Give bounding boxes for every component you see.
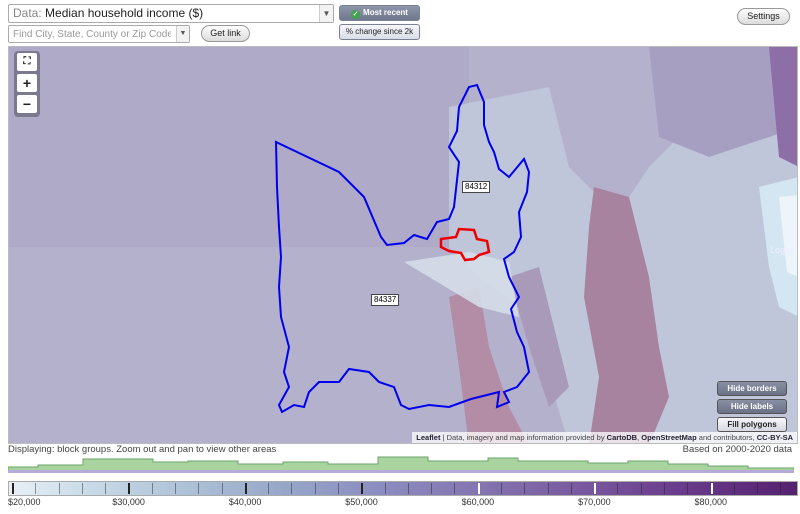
city-core-region	[779, 195, 797, 277]
legend-tick	[198, 483, 200, 494]
legend-label: $50,000	[345, 497, 378, 507]
legend-tick	[81, 483, 83, 494]
zip-84337-boundary[interactable]	[274, 83, 531, 414]
legend-tick	[710, 483, 713, 494]
legend-tick	[407, 483, 409, 494]
map-attribution: Leaflet | Data, imagery and map informat…	[412, 432, 797, 443]
legend-tick	[663, 483, 665, 494]
highlighted-area-boundary[interactable]	[439, 227, 491, 262]
color-legend: $20,000 $30,000 $40,000 $50,000 $60,000 $70,0…	[8, 475, 798, 511]
histogram-line	[8, 456, 794, 473]
legend-label: $30,000	[112, 497, 145, 507]
legend-tick	[780, 483, 782, 494]
zip-label-84312: 84312	[462, 181, 491, 193]
hide-labels-button[interactable]: Hide labels	[717, 399, 787, 414]
legend-tick	[244, 483, 247, 494]
north-region	[9, 47, 469, 247]
attribution-text-3: and contributors,	[696, 433, 757, 442]
legend-tick	[314, 483, 316, 494]
legend-label: $60,000	[461, 497, 495, 507]
most-recent-toggle[interactable]: ✓Most recent value	[339, 5, 420, 31]
legend-label: $80,000	[694, 497, 728, 507]
leaflet-link[interactable]: Leaflet	[416, 433, 441, 442]
legend-tick	[733, 483, 735, 494]
location-search-input[interactable]	[8, 25, 190, 43]
fill-polygons-button[interactable]: Fill polygons	[717, 417, 787, 432]
legend-tick	[500, 483, 502, 494]
license-link[interactable]: CC-BY-SA	[756, 433, 793, 442]
legend-tick	[221, 483, 223, 494]
high-income-strip-west	[449, 287, 528, 443]
legend-tick	[454, 483, 456, 494]
light-wedge-region	[404, 252, 519, 317]
income-histogram	[8, 456, 794, 473]
legend-label: $20,000	[8, 497, 41, 507]
high-income-strip-east	[584, 187, 669, 443]
map-canvas	[9, 47, 797, 443]
legend-tick	[361, 483, 364, 494]
cartodb-link[interactable]: CartoDB	[606, 433, 638, 442]
data-range-status: Based on 2000-2020 data	[682, 444, 792, 455]
fullscreen-icon[interactable]: ⛶	[17, 53, 37, 71]
map-view[interactable]: ⛶ + − 84312 84337 Logan Hide borders Hid…	[8, 46, 798, 444]
legend-tick	[174, 483, 176, 494]
legend-tick	[291, 483, 293, 494]
chevron-down-icon[interactable]: ▼	[176, 26, 189, 42]
legend-tick	[58, 483, 60, 494]
legend-tick	[337, 483, 339, 494]
ne-region	[649, 47, 797, 157]
legend-tick	[594, 483, 597, 494]
legend-tick	[687, 483, 689, 494]
legend-tick	[431, 483, 433, 494]
ne-purple-region	[769, 47, 797, 166]
legend-tick	[757, 483, 759, 494]
legend-tick	[268, 483, 270, 494]
legend-tick	[151, 483, 153, 494]
legend-tick	[35, 483, 37, 494]
legend-tick	[524, 483, 526, 494]
top-toolbar: Data: Median household income ($) ▼ ▼ Ge…	[0, 0, 800, 46]
data-select-value: Median household income ($)	[45, 6, 204, 20]
legend-tick	[477, 483, 480, 494]
zip-label-84337: 84337	[371, 294, 400, 306]
settings-button[interactable]: Settings	[737, 8, 790, 25]
legend-tick	[640, 483, 642, 494]
data-select-prefix: Data:	[13, 6, 42, 20]
checkmark-icon: ✓	[351, 10, 361, 19]
chevron-down-icon[interactable]: ▼	[319, 5, 333, 22]
zoom-out-button[interactable]: −	[17, 95, 37, 113]
attribution-text-1: | Data, imagery and map information prov…	[440, 433, 607, 442]
city-label: Logan	[769, 245, 795, 255]
legend-tick	[570, 483, 572, 494]
legend-tick	[128, 483, 131, 494]
pct-change-toggle[interactable]: % change since 2k	[339, 24, 420, 40]
hide-borders-button[interactable]: Hide borders	[717, 381, 787, 396]
zoom-controls: ⛶ + −	[14, 51, 40, 117]
legend-tick	[12, 483, 14, 494]
zoom-in-button[interactable]: +	[17, 74, 37, 92]
legend-tick	[617, 483, 619, 494]
legend-label: $70,000	[578, 497, 611, 507]
get-link-button[interactable]: Get link	[201, 25, 250, 42]
legend-gradient	[8, 481, 798, 496]
legend-label: $40,000	[228, 497, 262, 507]
legend-tick	[547, 483, 549, 494]
mid-income-strip	[509, 267, 569, 407]
legend-tick	[384, 483, 386, 494]
histogram-baseline	[8, 470, 794, 473]
legend-tick	[105, 483, 107, 494]
osm-link[interactable]: OpenStreetMap	[641, 433, 697, 442]
attribution-text-2: ,	[637, 433, 642, 442]
data-select[interactable]: Data: Median household income ($) ▼	[8, 4, 334, 23]
display-status: Displaying: block groups. Zoom out and p…	[8, 444, 277, 455]
